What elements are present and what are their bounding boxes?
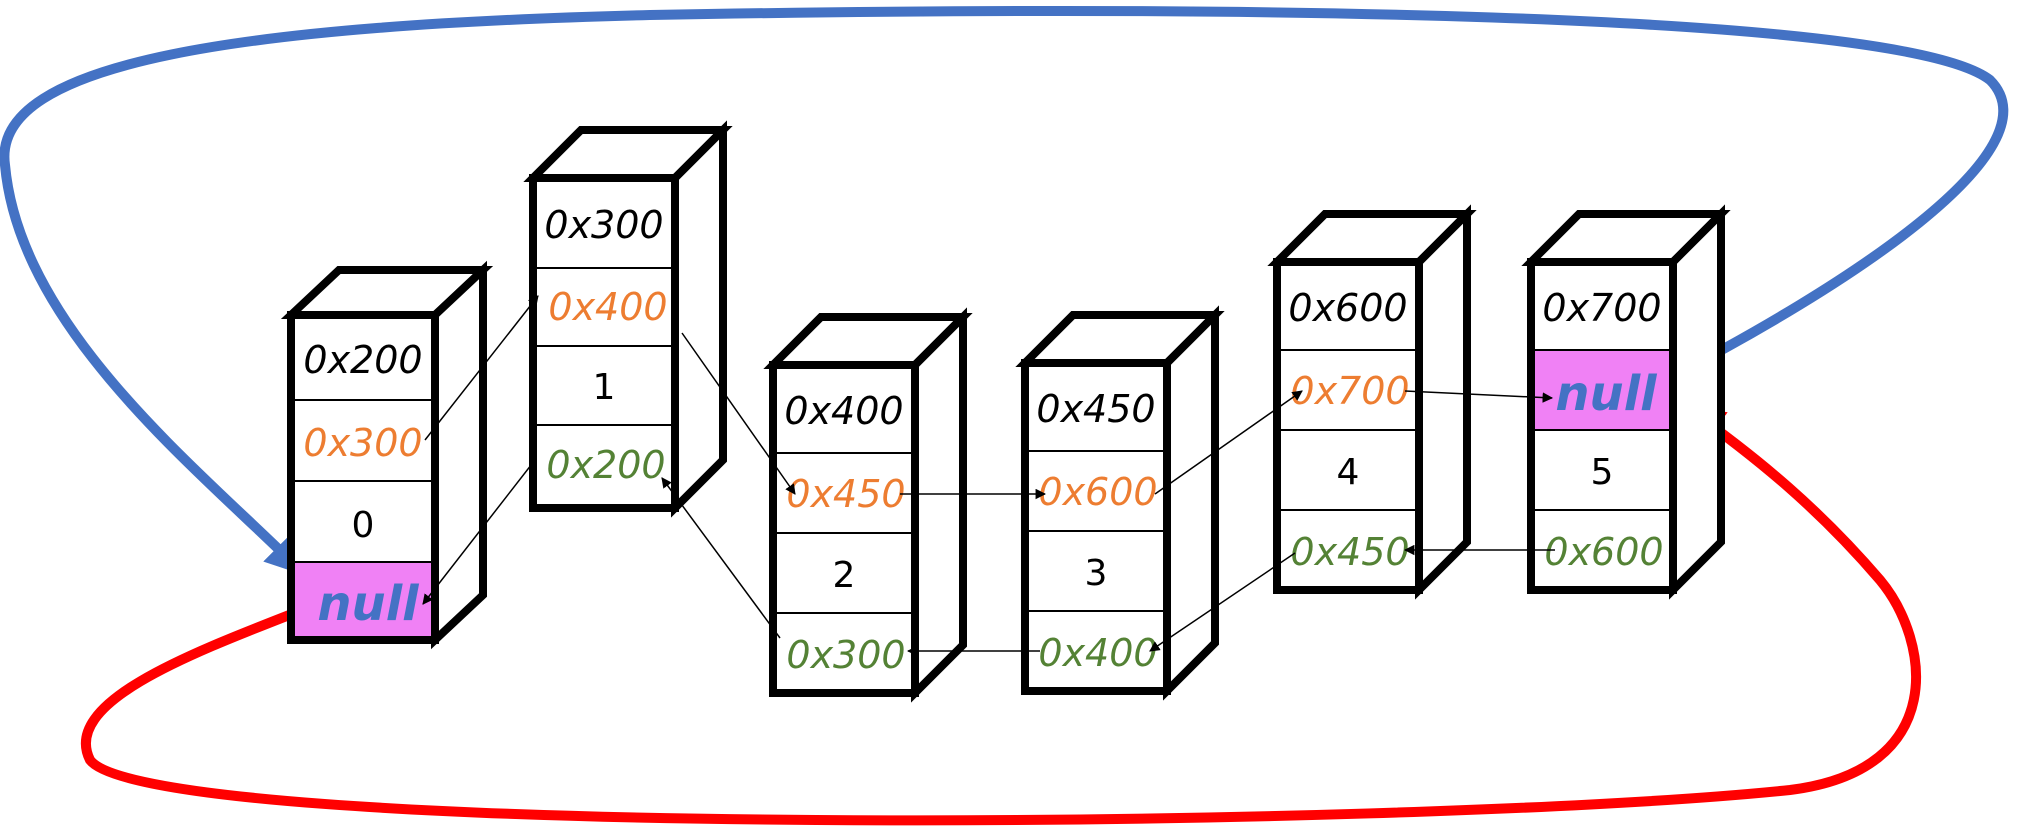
box-side xyxy=(911,307,967,703)
node-address: 0x600 xyxy=(1288,286,1407,330)
node-next: 0x700 xyxy=(1290,369,1409,413)
box-front xyxy=(769,361,919,697)
box-front xyxy=(529,174,679,512)
arrow-1-next xyxy=(681,332,796,495)
node-address: 0x450 xyxy=(1036,387,1155,431)
node-value: 0 xyxy=(352,505,375,546)
node-2: 0x400 0x450 2 0x300 xyxy=(763,307,973,703)
node-value: 3 xyxy=(1085,553,1108,594)
arrow-4-next xyxy=(1404,390,1554,403)
box-front xyxy=(1021,359,1171,695)
node-value: 1 xyxy=(593,367,616,408)
node-address: 0x300 xyxy=(544,203,663,247)
box-side xyxy=(671,120,727,518)
node-prev: 0x450 xyxy=(1290,530,1409,574)
arrow-4-prev xyxy=(1149,552,1296,652)
node-prev: 0x300 xyxy=(786,633,905,677)
node-prev: null xyxy=(317,576,419,632)
null-highlight xyxy=(295,562,431,636)
node-address: 0x700 xyxy=(1542,286,1661,330)
arrow-1-prev xyxy=(422,459,536,605)
arrow-3-next xyxy=(1154,390,1303,495)
box-side xyxy=(1669,204,1725,600)
node-prev: 0x200 xyxy=(546,443,665,487)
node-prev: 0x600 xyxy=(1544,530,1663,574)
box-front xyxy=(1273,258,1423,594)
arrow-2-prev xyxy=(661,477,781,639)
node-next: 0x600 xyxy=(1038,470,1157,514)
node-next: 0x300 xyxy=(303,421,422,465)
head-to-tail-loop xyxy=(80,405,1921,826)
node-0: 0x200 0x300 0 null xyxy=(280,260,494,650)
node-4: 0x600 0x700 4 0x450 xyxy=(1267,204,1477,600)
node-address: 0x400 xyxy=(784,389,903,433)
node-value: 4 xyxy=(1337,452,1360,493)
null-highlight xyxy=(1535,350,1669,430)
node-value: 2 xyxy=(833,555,856,596)
box-side xyxy=(1415,204,1471,600)
node-next: 0x400 xyxy=(548,285,667,329)
node-next: 0x450 xyxy=(786,472,905,516)
node-5: 0x700 null 5 0x600 xyxy=(1521,204,1731,600)
pointer-arrows xyxy=(422,295,1555,657)
node-prev: 0x400 xyxy=(1038,631,1157,675)
node-next: null xyxy=(1555,366,1657,422)
box-side xyxy=(431,260,487,650)
node-value: 5 xyxy=(1591,452,1614,493)
arrow-0-next xyxy=(424,295,539,441)
tail-to-head-loop xyxy=(0,6,2009,576)
node-3: 0x450 0x600 3 0x400 xyxy=(1015,305,1225,701)
node-1: 0x300 0x400 1 0x200 xyxy=(523,120,733,518)
node-address: 0x200 xyxy=(303,338,422,382)
